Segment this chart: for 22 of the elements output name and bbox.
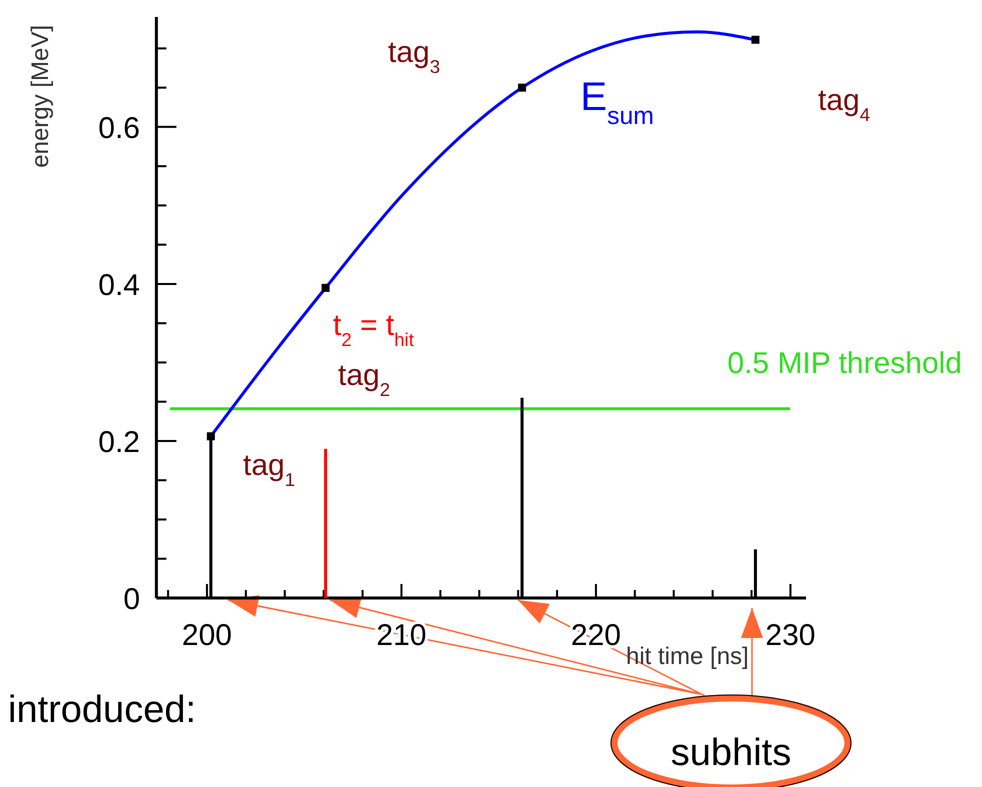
text: tag$_{4}$ xyxy=(818,84,870,124)
series-label: E$_{sum}$ xyxy=(580,74,654,130)
text: subhits xyxy=(670,732,792,774)
x-axis-title: hit time [ns] xyxy=(626,643,749,670)
annotation: t$_{2}$ = t$_{hit}$ xyxy=(333,309,415,350)
annotation: tag$_{3}$ xyxy=(388,36,440,76)
y-axis-title: energy [MeV] xyxy=(27,25,54,168)
x-tick-label: 200 xyxy=(182,619,232,652)
y-tick-label: 0.6 xyxy=(98,112,140,145)
annotation: tag$_{2}$ xyxy=(338,359,390,400)
point xyxy=(751,36,760,44)
annotation: tag$_{1}$ xyxy=(243,449,296,490)
point xyxy=(206,432,215,440)
y-tick-label: 0.2 xyxy=(98,426,140,459)
point xyxy=(518,84,526,92)
text: introduced: xyxy=(8,689,196,731)
x-tick-label: 230 xyxy=(765,619,816,652)
y-tick-label: 0.4 xyxy=(98,268,140,302)
point xyxy=(322,284,330,292)
ref-line-label: 0.5 MIP threshold xyxy=(727,346,962,380)
bar xyxy=(324,448,328,598)
y-tick-label: 0 xyxy=(123,583,140,616)
